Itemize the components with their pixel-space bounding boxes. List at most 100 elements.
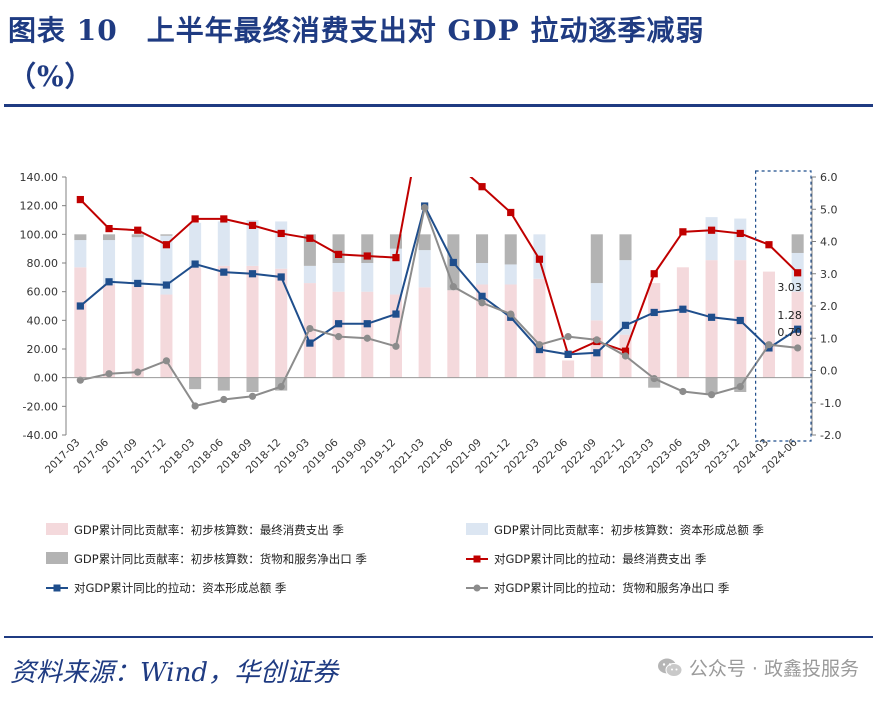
line-marker [507, 208, 515, 217]
data-label: 3.03 [777, 281, 802, 294]
legend-label: 对GDP累计同比的拉动：最终消费支出 季 [494, 552, 707, 566]
line-marker [707, 391, 716, 399]
bar-segment [361, 263, 374, 292]
legend: GDP累计同比贡献率：初步核算数：最终消费支出 季 GDP累计同比贡献率：初步核算… [46, 523, 764, 595]
bar-segment [590, 320, 603, 378]
line-marker [650, 308, 658, 317]
legend-label: 对GDP累计同比的拉动：资本形成总额 季 [74, 581, 287, 595]
bar-segment [562, 360, 575, 378]
series-line-overflow [394, 177, 413, 258]
bar-segment [74, 267, 87, 378]
bar-segment [131, 237, 144, 286]
bar-segment [217, 265, 230, 378]
line-marker [134, 368, 142, 376]
line-marker [650, 374, 658, 383]
bar-segment [217, 221, 230, 266]
line-marker [334, 250, 343, 258]
line-marker [105, 370, 113, 378]
line-marker [621, 352, 630, 360]
left-tick-label: 40.00 [27, 314, 59, 327]
series-line [481, 185, 799, 356]
bar-segment [447, 290, 460, 378]
bar-segment [590, 234, 603, 284]
line-marker [334, 333, 343, 341]
line-marker [277, 383, 285, 391]
line-marker [707, 313, 716, 321]
line-marker [363, 252, 371, 260]
bar-segment [131, 285, 144, 378]
source-note: 资料来源：Wind，华创证券 [10, 658, 338, 688]
bar-segment [791, 234, 804, 253]
title-line-1: 图表 10 上半年最终消费支出对 GDP 拉动逐季减弱 [8, 14, 705, 47]
bar-segment [74, 234, 87, 241]
line-marker [507, 310, 515, 318]
line-marker [593, 349, 601, 357]
annotation-group: 3.03 1.28 0.70 [755, 170, 812, 442]
bar-segment [131, 234, 144, 238]
line-marker [191, 260, 199, 268]
series-line [79, 198, 397, 259]
line-marker [306, 324, 314, 333]
bar-segment [103, 284, 116, 378]
line-marker [162, 357, 171, 365]
line-marker [134, 226, 142, 234]
line-marker [621, 347, 630, 355]
bar-segment [332, 234, 345, 263]
legend-label: GDP累计同比贡献率：初步核算数：最终消费支出 季 [74, 523, 344, 537]
bar-segment [74, 240, 87, 268]
right-tick-label: 0.0 [820, 365, 838, 378]
line-marker [277, 229, 285, 238]
line-marker [76, 376, 84, 384]
legend-swatch [466, 523, 488, 535]
line-marker [392, 310, 400, 318]
bar-segment [189, 267, 202, 378]
bar-segment [504, 264, 517, 285]
line-marker [679, 228, 687, 236]
line-marker [220, 395, 228, 404]
watermark: 公众号 · 政鑫投服务 [657, 654, 859, 681]
line-marker [765, 341, 773, 349]
bar-segment [705, 377, 718, 394]
line-marker [478, 292, 486, 300]
bar-segment [504, 234, 517, 265]
wechat-icon [657, 658, 683, 677]
bar-segment [418, 287, 431, 378]
bar-segment [590, 283, 603, 321]
line-marker [564, 333, 572, 341]
bar-segment [160, 235, 173, 295]
line-marker [392, 342, 400, 350]
bar-segment [648, 283, 661, 378]
line-marker [535, 341, 544, 349]
title-line-2: （%） [8, 60, 94, 93]
line-marker [162, 281, 171, 289]
line-marker [134, 279, 142, 288]
bar-segment [648, 377, 661, 388]
bar-segment [275, 268, 288, 378]
bar-segment [504, 284, 517, 378]
legend-marker [473, 555, 481, 563]
line-marker [191, 402, 199, 410]
legend-swatch [46, 552, 68, 564]
bar-segment [533, 278, 546, 378]
line-marker [679, 387, 687, 396]
line-marker [794, 269, 802, 277]
bar-segment [246, 220, 259, 266]
line-marker [449, 258, 457, 267]
legend-label: GDP累计同比贡献率：初步核算数：资本形成总额 季 [494, 523, 764, 537]
left-tick-label: 140.00 [20, 171, 59, 184]
line-marker [220, 215, 228, 223]
series-line [79, 203, 799, 356]
line-marker [105, 225, 113, 233]
line-marker [191, 215, 199, 223]
bar-segment [762, 271, 775, 378]
bar-segment [275, 221, 288, 269]
bar-segment [619, 234, 632, 261]
left-tick-label: 60.00 [27, 286, 59, 299]
left-tick-label: 100.00 [20, 228, 59, 241]
right-tick-label: 1.0 [820, 332, 838, 345]
line-marker [679, 305, 687, 313]
bar-group [74, 217, 804, 394]
line-marker [478, 299, 486, 307]
right-tick-label: -2.0 [820, 429, 841, 442]
line-marker [535, 255, 544, 263]
